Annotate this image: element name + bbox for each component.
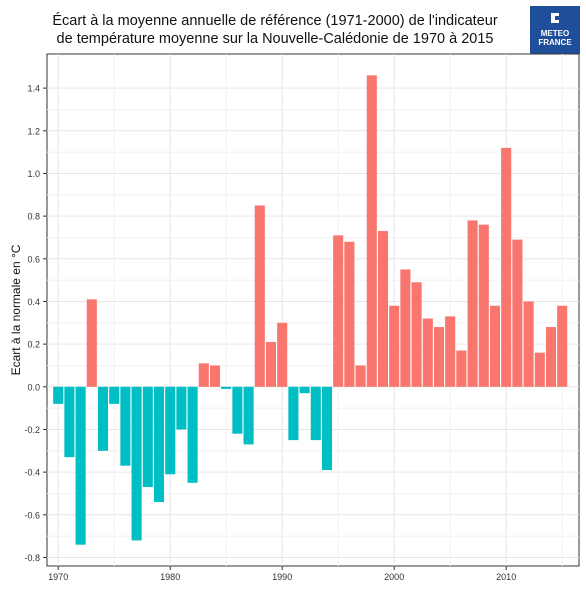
bar-1998 (366, 75, 377, 387)
chart-title-line1: Écart à la moyenne annuelle de référence… (52, 13, 498, 29)
y-tick-label: 0.2 (27, 340, 40, 350)
bar-1983 (198, 363, 209, 387)
x-axis-ticks: 1970 1980 1990 2000 2010 (48, 566, 516, 582)
bar-2004 (433, 327, 445, 387)
bar-1982 (187, 386, 198, 483)
bar-2003 (422, 318, 433, 387)
y-tick-label: 1.2 (27, 126, 40, 136)
bar-2014 (545, 327, 557, 387)
bar-1973 (86, 299, 97, 387)
bar-1994 (321, 386, 333, 470)
bar-2008 (478, 224, 489, 387)
y-tick-label: 1.4 (27, 84, 40, 94)
chart-title: Écart à la moyenne annuelle de référence… (40, 12, 510, 48)
x-tick-label: 1990 (272, 572, 292, 582)
bar-2006 (456, 350, 467, 387)
bar-1985 (221, 386, 232, 389)
bar-1997 (355, 365, 366, 387)
x-tick-label: 2010 (496, 572, 516, 582)
logo-text-line1: METEO (540, 29, 570, 38)
bar-1988 (254, 205, 265, 387)
bar-2010 (501, 147, 512, 387)
bar-1993 (310, 386, 321, 441)
x-tick-label: 1980 (160, 572, 180, 582)
bar-1996 (344, 241, 355, 387)
bar-1989 (265, 342, 277, 387)
logo-mark-icon (551, 13, 559, 23)
y-tick-label: 0.6 (27, 254, 40, 264)
bar-1977 (131, 386, 142, 541)
bar-1980 (165, 386, 176, 475)
bar-1986 (232, 386, 243, 434)
bar-2011 (512, 239, 523, 387)
y-tick-label: 0.4 (27, 297, 40, 307)
y-tick-label: -0.8 (24, 553, 40, 563)
bar-1987 (243, 386, 254, 445)
bar-2005 (445, 316, 456, 387)
meteo-france-logo: METEO FRANCE (530, 6, 580, 54)
bar-1970 (53, 386, 64, 404)
bar-2001 (400, 269, 411, 387)
bar-1999 (377, 231, 389, 387)
y-tick-label: -0.6 (24, 510, 40, 520)
y-axis-ticks: -0.8 -0.6 -0.4 -0.2 0.0 0.2 0.4 0.6 0.8 1.0 1.2 1.4 (24, 84, 47, 563)
bar-1972 (75, 386, 86, 545)
y-tick-label: -0.2 (24, 425, 40, 435)
bar-1995 (333, 235, 344, 387)
bar-1992 (299, 386, 310, 394)
bar-2009 (489, 305, 501, 387)
y-tick-label: -0.4 (24, 468, 40, 478)
x-tick-label: 2000 (384, 572, 404, 582)
bar-2002 (411, 282, 422, 387)
bar-1975 (109, 386, 120, 404)
y-tick-label: 1.0 (27, 169, 40, 179)
bar-1978 (142, 386, 153, 488)
bars (53, 75, 568, 545)
bar-1971 (64, 386, 75, 458)
bar-1991 (288, 386, 299, 441)
logo-text-line2: FRANCE (538, 38, 572, 47)
bar-2012 (523, 301, 534, 387)
bar-1976 (120, 386, 131, 466)
chart-title-line2: de température moyenne sur la Nouvelle-C… (56, 31, 494, 47)
bar-1984 (209, 365, 221, 387)
bar-1979 (153, 386, 165, 502)
bar-2013 (534, 352, 545, 387)
bar-2015 (557, 305, 568, 387)
bar-2000 (389, 305, 400, 387)
y-tick-label: 0.0 (27, 382, 40, 392)
bar-1990 (277, 322, 288, 387)
bar-1981 (176, 386, 187, 430)
y-tick-label: 0.8 (27, 212, 40, 222)
x-tick-label: 1970 (48, 572, 68, 582)
bar-2007 (467, 220, 478, 387)
bar-1974 (97, 386, 109, 451)
